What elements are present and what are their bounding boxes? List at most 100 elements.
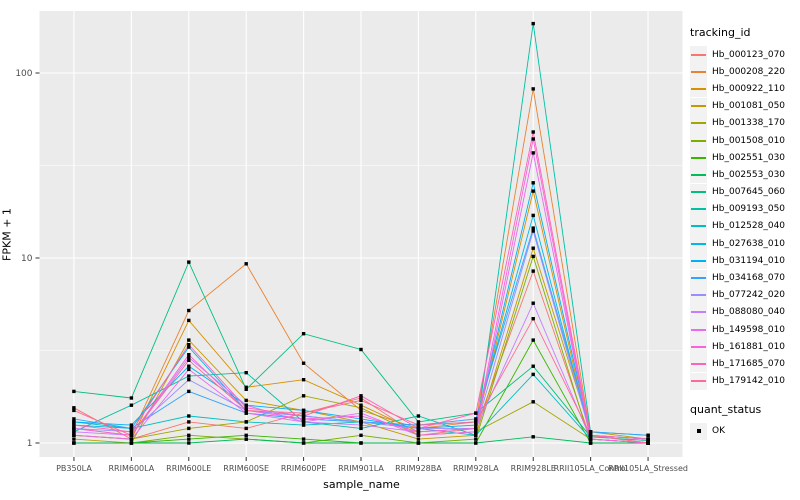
svg-text:1: 1 <box>27 439 33 449</box>
series-color-line-icon <box>691 87 706 90</box>
legend-label: Hb_001081_050 <box>712 101 786 112</box>
color-swatch <box>690 235 707 253</box>
y-axis-title: FPKM + 1 <box>0 208 14 261</box>
color-swatch <box>690 217 707 235</box>
color-swatch <box>690 303 707 321</box>
color-swatch <box>690 183 707 201</box>
svg-text:RRIM600SE: RRIM600SE <box>223 464 269 473</box>
legend-item-Hb_001508_010: Hb_001508_010 <box>690 132 798 150</box>
legend-label: Hb_077242_020 <box>712 290 786 301</box>
color-swatch <box>690 166 707 184</box>
legend-item-Hb_034168_070: Hb_034168_070 <box>690 269 798 287</box>
svg-text:RRIM928LE: RRIM928LE <box>511 464 556 473</box>
color-swatch <box>690 132 707 150</box>
legend-item-Hb_007645_060: Hb_007645_060 <box>690 183 798 201</box>
series-color-line-icon <box>691 242 706 245</box>
legend-item-Hb_002553_030: Hb_002553_030 <box>690 166 798 184</box>
series-color-line-icon <box>691 173 706 176</box>
series-color-line-icon <box>691 105 706 108</box>
color-swatch <box>690 46 707 64</box>
color-swatch <box>690 97 707 115</box>
legend-item-Hb_031194_010: Hb_031194_010 <box>690 252 798 270</box>
legend-item-Hb_088080_040: Hb_088080_040 <box>690 303 798 321</box>
color-swatch <box>690 80 707 98</box>
series-color-line-icon <box>691 328 706 331</box>
series-color-line-icon <box>691 156 706 159</box>
svg-text:RRIM901LA: RRIM901LA <box>338 464 384 473</box>
svg-text:RRIM600PE: RRIM600PE <box>281 464 327 473</box>
legend-item-Hb_009193_050: Hb_009193_050 <box>690 200 798 218</box>
series-color-line-icon <box>691 208 706 211</box>
color-swatch <box>690 269 707 287</box>
svg-text:RRII105LA_Stressed: RRII105LA_Stressed <box>608 464 688 473</box>
legend-item-Hb_012528_040: Hb_012528_040 <box>690 217 798 235</box>
legend-item-Hb_179142_010: Hb_179142_010 <box>690 372 798 390</box>
series-color-line-icon <box>691 225 706 228</box>
legend-item-Hb_002551_030: Hb_002551_030 <box>690 149 798 167</box>
color-swatch <box>690 149 707 167</box>
svg-text:PB350LA: PB350LA <box>56 464 92 473</box>
legend-label: Hb_031194_010 <box>712 255 786 266</box>
legend-item-ok: OK <box>690 422 798 440</box>
legend-item-Hb_161881_010: Hb_161881_010 <box>690 338 798 356</box>
svg-text:RRIM600LE: RRIM600LE <box>166 464 211 473</box>
legend-item-Hb_000922_110: Hb_000922_110 <box>690 80 798 98</box>
legend-label: Hb_179142_010 <box>712 376 786 387</box>
series-color-line-icon <box>691 362 706 365</box>
legend-item-Hb_077242_020: Hb_077242_020 <box>690 286 798 304</box>
series-color-line-icon <box>691 294 706 297</box>
color-swatch <box>690 338 707 356</box>
legend-label: Hb_002553_030 <box>712 169 786 180</box>
series-color-line-icon <box>691 122 706 125</box>
color-swatch <box>690 286 707 304</box>
legend-label: Hb_000922_110 <box>712 83 786 94</box>
legend-label: Hb_161881_010 <box>712 341 786 352</box>
legend-label: Hb_000123_070 <box>712 49 786 60</box>
legend-label: Hb_009193_050 <box>712 204 786 215</box>
x-axis-title: sample_name <box>323 478 400 491</box>
legend-title-tracking-id: tracking_id <box>690 26 751 39</box>
series-color-line-icon <box>691 259 706 262</box>
legend-label: Hb_027638_010 <box>712 238 786 249</box>
svg-text:RRIM928LA: RRIM928LA <box>453 464 499 473</box>
color-swatch <box>690 355 707 373</box>
color-swatch <box>690 372 707 390</box>
legend-label: Hb_007645_060 <box>712 187 786 198</box>
legend-label: Hb_000208_220 <box>712 66 786 77</box>
legend-title-quant-status: quant_status <box>690 402 762 416</box>
color-swatch <box>690 63 707 81</box>
series-color-line-icon <box>691 277 706 280</box>
legend-item-Hb_171685_070: Hb_171685_070 <box>690 355 798 373</box>
svg-text:RRII105LA_Control: RRII105LA_Control <box>554 464 628 473</box>
series-color-line-icon <box>691 139 706 142</box>
legend-item-Hb_149598_010: Hb_149598_010 <box>690 321 798 339</box>
svg-text:10: 10 <box>21 254 33 264</box>
series-color-line-icon <box>691 345 706 348</box>
series-color-line-icon <box>691 53 706 56</box>
svg-text:RRIM928BA: RRIM928BA <box>395 464 442 473</box>
legend-label: Hb_088080_040 <box>712 307 786 318</box>
color-swatch <box>690 114 707 132</box>
legend-item-Hb_001338_170: Hb_001338_170 <box>690 114 798 132</box>
legend-item-Hb_000123_070: Hb_000123_070 <box>690 46 798 64</box>
legend-label: Hb_012528_040 <box>712 221 786 232</box>
series-color-line-icon <box>691 380 706 383</box>
ok-point-icon <box>696 429 701 434</box>
legend-label: Hb_171685_070 <box>712 358 786 369</box>
legend: tracking_id Hb_000123_070 Hb_000208_220 Hb… <box>690 26 798 440</box>
series-color-line-icon <box>691 70 706 73</box>
legend-label: Hb_002551_030 <box>712 152 786 163</box>
legend-item-Hb_027638_010: Hb_027638_010 <box>690 235 798 253</box>
series-color-line-icon <box>691 191 706 194</box>
color-swatch <box>690 321 707 339</box>
legend-label: Hb_034168_070 <box>712 273 786 284</box>
legend-items-tracking-id: Hb_000123_070 Hb_000208_220 Hb_000922_110 H… <box>690 46 798 390</box>
svg-text:100: 100 <box>15 69 32 79</box>
color-swatch <box>690 200 707 218</box>
ok-point-key <box>690 422 707 440</box>
series-color-line-icon <box>691 311 706 314</box>
legend-label: Hb_149598_010 <box>712 324 786 335</box>
svg-text:RRIM600LA: RRIM600LA <box>108 464 154 473</box>
